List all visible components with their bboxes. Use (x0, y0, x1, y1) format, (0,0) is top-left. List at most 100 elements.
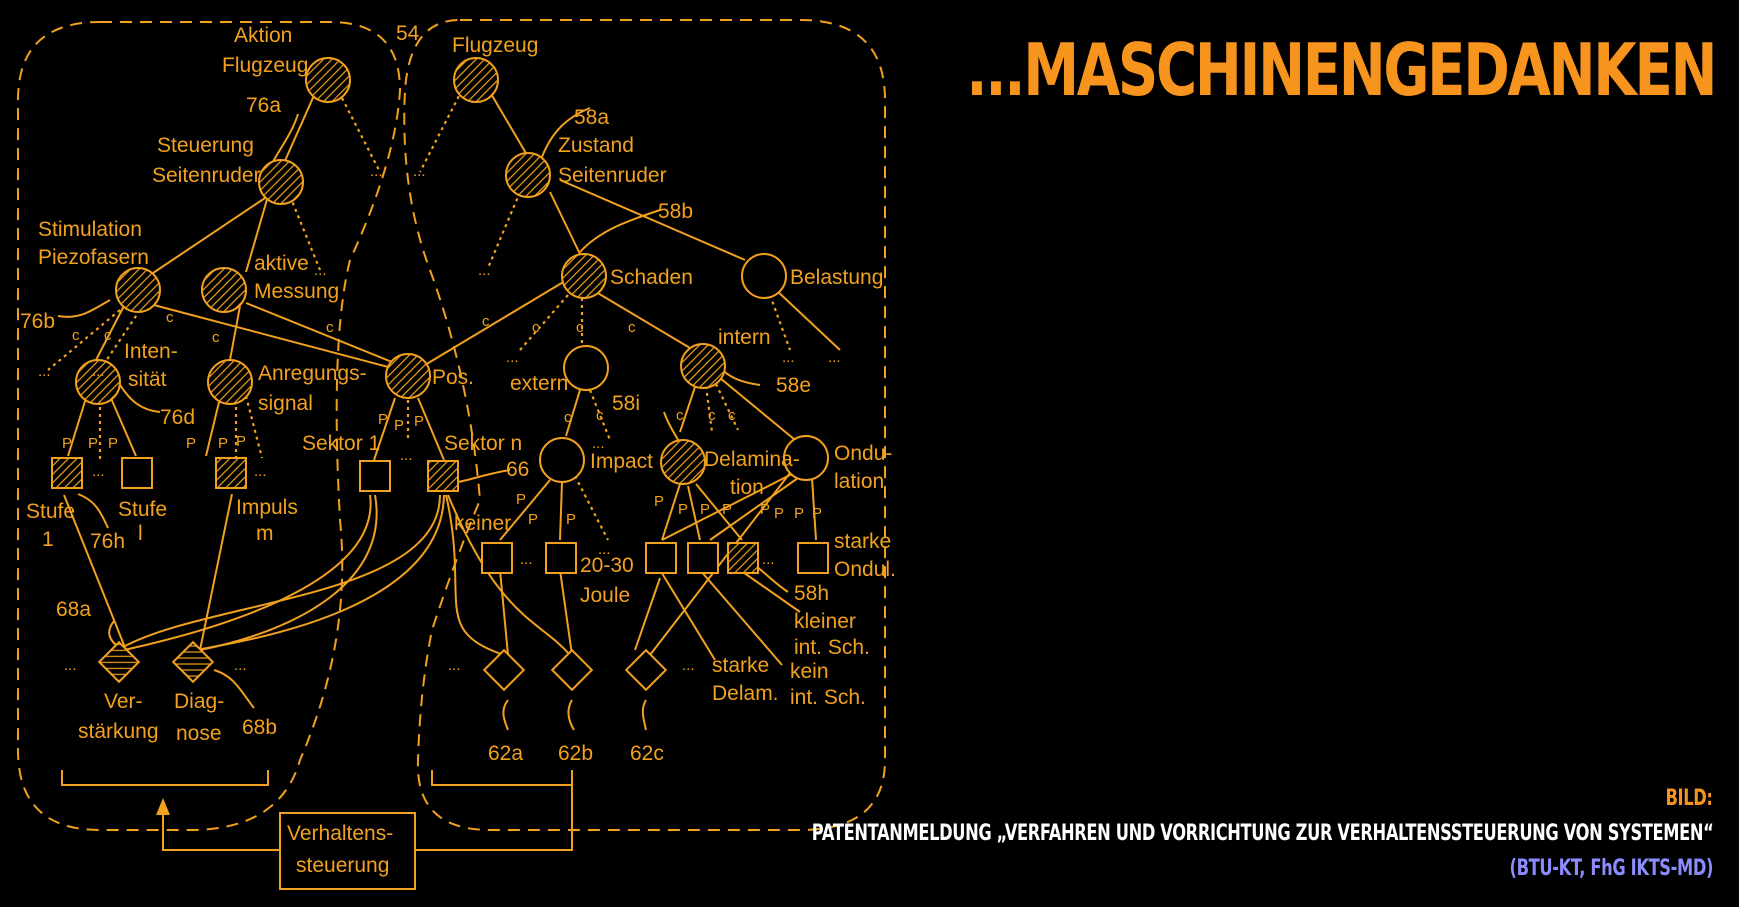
label-intern: intern (718, 326, 771, 349)
node-aktion-flugzeug (305, 57, 351, 103)
label-sektor-n: Sektor n (444, 432, 522, 455)
edge-marker: ... (520, 551, 533, 568)
left-group-boundary (17, 21, 402, 831)
edge-marker: P (186, 435, 196, 452)
label-kein-b: int. Sch. (790, 686, 866, 709)
label-ref-58b: 58b (658, 200, 693, 223)
square-stufe-l (121, 457, 153, 489)
node-ondulation (783, 435, 829, 481)
edge-marker: P (218, 435, 228, 452)
edge-marker: P (88, 435, 98, 452)
edge-marker: c (596, 407, 604, 424)
square-kein-int-sch (687, 542, 719, 574)
edge-marker: P (566, 511, 576, 528)
edge-marker: c (532, 319, 540, 336)
label-impuls: Impuls (236, 496, 298, 519)
image-credit-label: BILD: (1665, 786, 1713, 811)
label-ref-66: 66 (506, 458, 529, 481)
diamond-diagnose (171, 640, 215, 684)
feedback-path (162, 785, 573, 851)
label-ref-62a: 62a (488, 742, 523, 765)
label-kein-a: kein (790, 660, 829, 683)
node-impact (539, 437, 585, 483)
edge-marker: ... (598, 541, 611, 558)
square-starke-delam (645, 542, 677, 574)
edge-marker: ... (506, 349, 519, 366)
node-extern (563, 345, 609, 391)
label-aktive: aktive (254, 252, 309, 275)
edge-marker: P (414, 413, 424, 430)
label-ref-58i: 58i (612, 392, 640, 415)
label-stufe-la: Stufe (118, 498, 167, 521)
label-inten: Inten- (124, 340, 178, 363)
edge-marker: P (528, 511, 538, 528)
edge-marker: P (812, 505, 822, 522)
node-steuerung (258, 159, 304, 205)
label-verhaltens: Verhaltens- (287, 822, 393, 845)
square-starke-ondul (797, 542, 829, 574)
edge-markers: ... ... ... ... ... ... ... ... ... ... … (38, 163, 841, 674)
square-impuls-m (215, 457, 247, 489)
label-delamina: Delamina- (704, 448, 800, 471)
edge-marker: ... (92, 363, 105, 380)
label-verst-a: Ver- (104, 690, 143, 713)
label-schaden: Schaden (610, 266, 693, 289)
edge-marker: c (728, 407, 736, 424)
edge-marker: c (708, 407, 716, 424)
edge-marker: c (166, 309, 174, 326)
right-tree-edges (419, 89, 841, 666)
diamond-62a (482, 648, 526, 692)
label-ref-76d: 76d (160, 406, 195, 429)
edge-marker: c (212, 329, 220, 346)
edge-marker: P (678, 501, 688, 518)
edge-marker: c (564, 409, 572, 426)
label-joule-a: 20-30 (580, 554, 634, 577)
label-diag-a: Diag- (174, 690, 224, 713)
label-starke-del-b: Delam. (712, 682, 779, 705)
label-anregungs: Anregungs- (258, 362, 367, 385)
edge-marker: ... (448, 657, 461, 674)
edge-marker: c (482, 313, 490, 330)
edge-marker: c (326, 319, 334, 336)
label-ref-68b: 68b (242, 716, 277, 739)
node-stimulation (115, 267, 161, 313)
square-stufe-1 (51, 457, 83, 489)
label-starke-ond-a: starke (834, 530, 891, 553)
edge-marker: ... (828, 349, 841, 366)
node-schaden (561, 253, 607, 299)
right-group-boundary (403, 19, 886, 831)
edge-marker: P (236, 433, 246, 450)
edge-marker: ... (478, 262, 491, 279)
label-ref-54: 54 (396, 22, 420, 45)
label-stimulation: Stimulation (38, 218, 142, 241)
label-pos: Pos. (432, 366, 474, 389)
label-ref-62b: 62b (558, 742, 593, 765)
label-steuerung: Steuerung (157, 134, 254, 157)
label-ondu: Ondu- (834, 442, 892, 465)
label-ref-76a: 76a (246, 94, 281, 117)
square-kleiner-int-sch (727, 542, 759, 574)
label-joule-b: Joule (580, 584, 630, 607)
label-stufe-1a: Stufe (26, 500, 75, 523)
edge-marker: ... (782, 349, 795, 366)
leader-lines (57, 107, 789, 731)
node-delamination (660, 439, 706, 485)
label-seitenruder-right: Seitenruder (558, 164, 667, 187)
edge-marker: P (774, 505, 784, 522)
label-starke-del-a: starke (712, 654, 769, 677)
edge-marker: c (72, 327, 80, 344)
square-sektor-n (427, 460, 459, 492)
edge-marker: c (628, 319, 636, 336)
node-anregungssignal (207, 359, 253, 405)
label-stufe-1b: 1 (42, 528, 54, 551)
label-seitenruder-left: Seitenruder (152, 164, 261, 187)
label-keiner: keiner (454, 512, 511, 535)
label-ref-68a: 68a (56, 598, 91, 621)
label-signal: signal (258, 392, 313, 415)
label-ref-58h: 58h (794, 582, 829, 605)
edge-marker: P (62, 435, 72, 452)
edge-marker: ... (38, 363, 51, 380)
right-bracket (431, 770, 573, 786)
pos-edges (117, 277, 571, 656)
label-diag-b: nose (176, 722, 222, 745)
